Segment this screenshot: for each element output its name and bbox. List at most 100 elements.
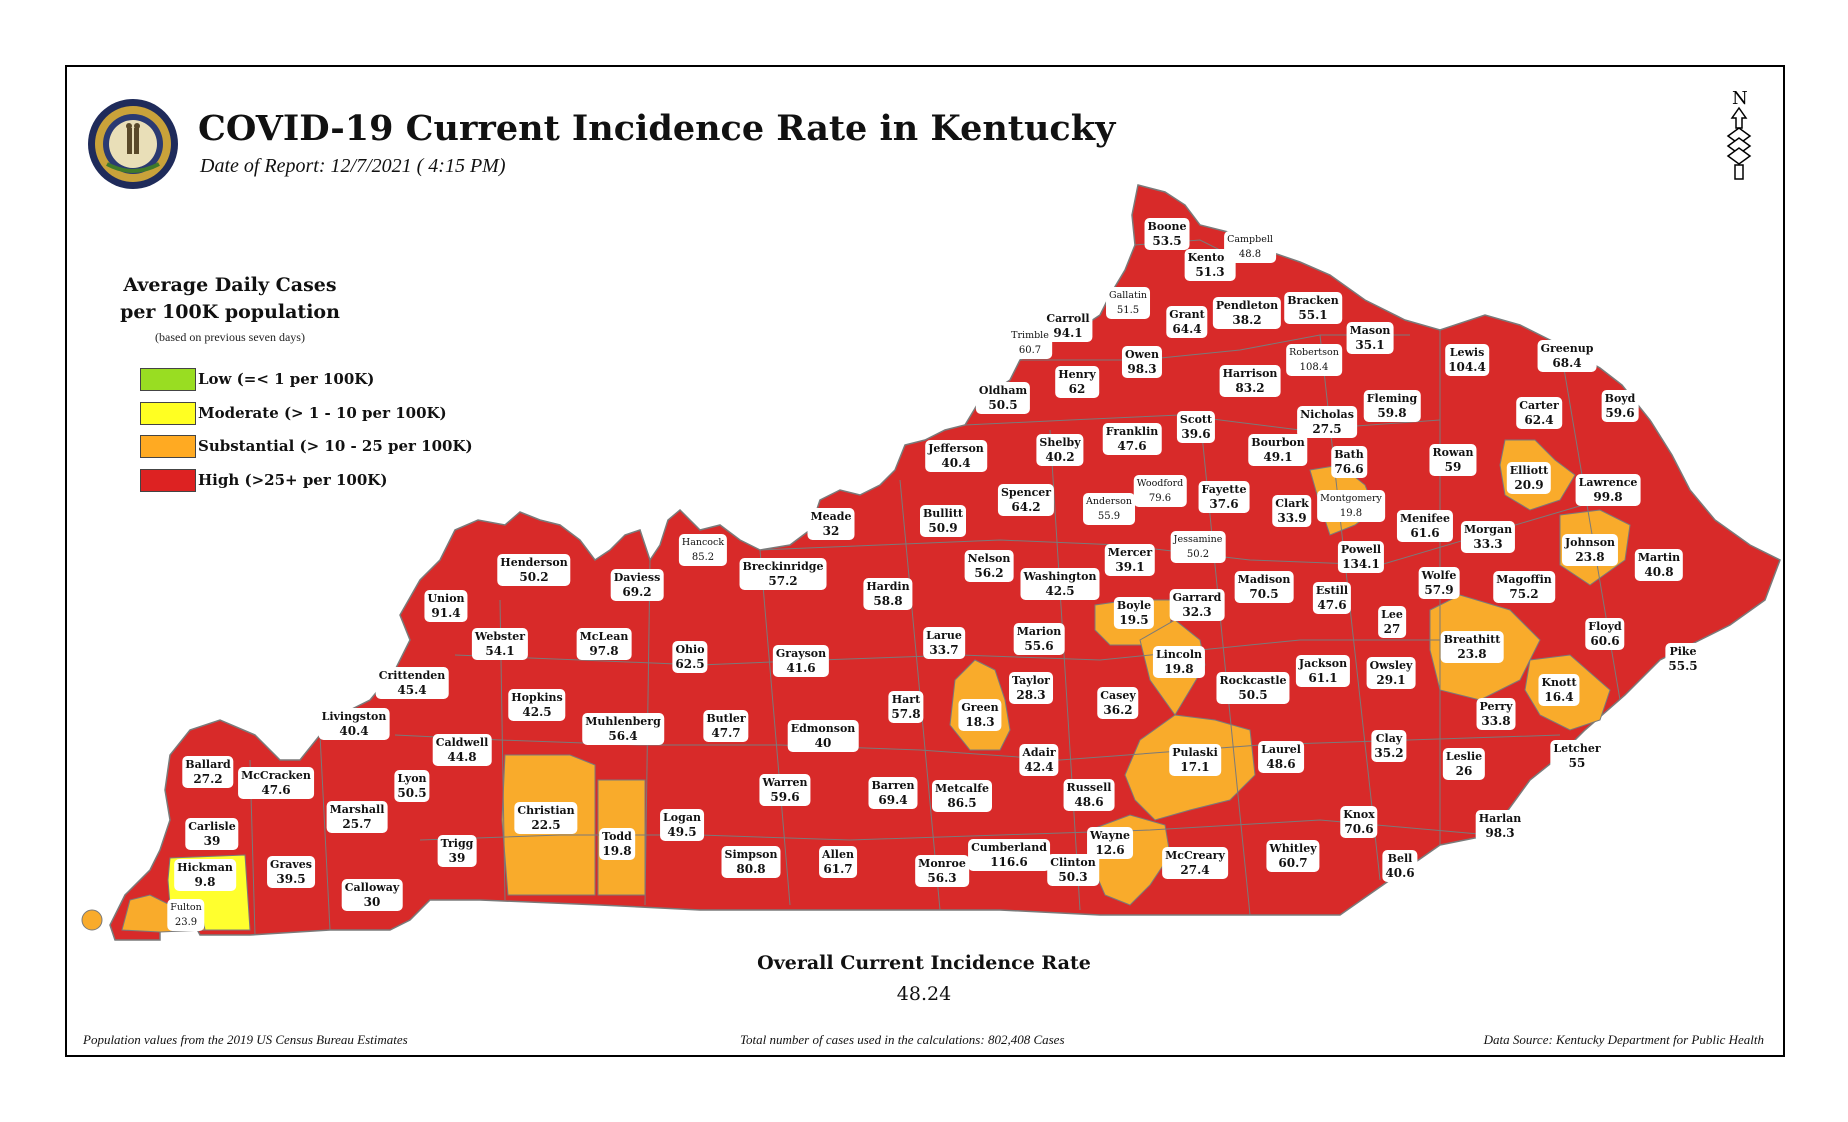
county-name: Perry bbox=[1479, 700, 1513, 713]
county-name: Owen bbox=[1124, 348, 1160, 361]
county-label-clay: Clay 35.2 bbox=[1371, 730, 1407, 762]
county-label-laurel: Laurel 48.6 bbox=[1258, 741, 1304, 773]
county-name: Hart bbox=[891, 693, 921, 706]
county-rate: 50.5 bbox=[1238, 688, 1268, 702]
county-rate: 59 bbox=[1444, 460, 1462, 474]
county-rate: 60.7 bbox=[1278, 856, 1308, 870]
county-name: Jessamine bbox=[1173, 534, 1223, 545]
county-name: Pendleton bbox=[1215, 299, 1279, 312]
county-label-ohio: Ohio 62.5 bbox=[672, 641, 708, 673]
county-name: Kenton bbox=[1187, 251, 1233, 264]
county-rate: 75.2 bbox=[1509, 587, 1539, 601]
county-label-meade: Meade 32 bbox=[807, 508, 855, 540]
county-label-gallatin: Gallatin 51.5 bbox=[1106, 287, 1150, 319]
county-name: Butler bbox=[706, 712, 746, 725]
county-name: Bracken bbox=[1287, 294, 1339, 307]
county-name: Larue bbox=[926, 629, 962, 642]
county-rate: 41.6 bbox=[786, 661, 816, 675]
county-rate: 99.8 bbox=[1593, 490, 1623, 504]
county-label-wolfe: Wolfe 57.9 bbox=[1418, 567, 1460, 599]
county-rate: 40.8 bbox=[1644, 565, 1674, 579]
county-label-edmonson: Edmonson 40 bbox=[787, 720, 859, 752]
county-name: Livingston bbox=[321, 710, 387, 723]
county-rate: 61.1 bbox=[1308, 671, 1338, 685]
county-rate: 58.8 bbox=[873, 594, 903, 608]
county-name: Shelby bbox=[1039, 436, 1081, 449]
county-name: Menifee bbox=[1399, 512, 1451, 525]
county-label-taylor: Taylor 28.3 bbox=[1009, 672, 1053, 704]
county-label-menifee: Menifee 61.6 bbox=[1396, 510, 1454, 542]
county-rate: 42.5 bbox=[1045, 584, 1075, 598]
county-name: Robertson bbox=[1289, 347, 1339, 358]
county-name: Marshall bbox=[329, 803, 385, 816]
county-label-rockcastle: Rockcastle 50.5 bbox=[1216, 672, 1290, 704]
county-rate: 64.4 bbox=[1172, 322, 1202, 336]
county-name: Bath bbox=[1334, 448, 1364, 461]
county-rate: 48.8 bbox=[1238, 249, 1262, 260]
county-label-owen: Owen 98.3 bbox=[1121, 346, 1163, 378]
county-label-fulton: Fulton 23.9 bbox=[167, 899, 205, 931]
county-label-bath: Bath 76.6 bbox=[1331, 446, 1367, 478]
county-rate: 27.4 bbox=[1180, 863, 1210, 877]
county-label-mclean: McLean 97.8 bbox=[576, 628, 632, 660]
county-label-simpson: Simpson 80.8 bbox=[721, 846, 781, 878]
county-rate: 39 bbox=[448, 851, 466, 865]
county-rate: 91.4 bbox=[431, 606, 461, 620]
county-label-allen: Allen 61.7 bbox=[819, 846, 857, 878]
county-rate: 23.8 bbox=[1457, 647, 1487, 661]
county-name: Lewis bbox=[1449, 346, 1485, 359]
county-rate: 49.1 bbox=[1263, 450, 1293, 464]
county-rate: 50.3 bbox=[1058, 870, 1088, 884]
county-rate: 51.3 bbox=[1195, 265, 1225, 279]
county-rate: 16.4 bbox=[1544, 690, 1574, 704]
county-label-knott: Knott 16.4 bbox=[1538, 674, 1580, 706]
county-label-ballard: Ballard 27.2 bbox=[182, 756, 234, 788]
kentucky-state-shape bbox=[109, 184, 1781, 941]
county-rate: 36.2 bbox=[1103, 703, 1133, 717]
county-rate: 40.4 bbox=[339, 724, 369, 738]
county-label-clinton: Clinton 50.3 bbox=[1047, 854, 1099, 886]
county-name: Nelson bbox=[967, 552, 1011, 565]
county-label-harlan: Harlan 98.3 bbox=[1475, 810, 1525, 842]
county-name: Monroe bbox=[918, 857, 966, 870]
county-name: Carroll bbox=[1046, 312, 1090, 325]
county-rate: 55.6 bbox=[1024, 639, 1054, 653]
county-rate: 62 bbox=[1068, 382, 1086, 396]
county-rate: 26 bbox=[1455, 764, 1473, 778]
county-name: Boone bbox=[1147, 220, 1187, 233]
county-rate: 61.7 bbox=[823, 862, 853, 876]
county-name: Knott bbox=[1541, 676, 1577, 689]
county-shape-fulton-exclave bbox=[81, 909, 103, 931]
county-name: Grayson bbox=[775, 647, 827, 660]
county-name: Adair bbox=[1022, 746, 1056, 759]
county-label-shelby: Shelby 40.2 bbox=[1036, 434, 1084, 466]
county-name: Henderson bbox=[500, 556, 568, 569]
county-rate: 33.3 bbox=[1473, 537, 1503, 551]
county-rate: 97.8 bbox=[589, 644, 619, 658]
county-label-mccracken: McCracken 47.6 bbox=[238, 767, 314, 799]
county-label-henderson: Henderson 50.2 bbox=[497, 554, 571, 586]
county-label-scott: Scott 39.6 bbox=[1176, 411, 1216, 443]
county-rate: 19.8 bbox=[1164, 662, 1194, 676]
county-name: Clark bbox=[1275, 497, 1309, 510]
county-name: Todd bbox=[602, 830, 632, 843]
county-rate: 134.1 bbox=[1342, 557, 1380, 571]
legend-swatch-high bbox=[140, 469, 196, 492]
county-rate: 47.7 bbox=[711, 726, 741, 740]
county-label-boyle: Boyle 19.5 bbox=[1113, 597, 1155, 629]
county-rate: 55.9 bbox=[1097, 511, 1121, 522]
county-label-adair: Adair 42.4 bbox=[1019, 744, 1059, 776]
county-name: Leslie bbox=[1445, 750, 1483, 763]
county-name: Webster bbox=[474, 630, 526, 643]
county-label-marion: Marion 55.6 bbox=[1013, 623, 1065, 655]
county-name: Lincoln bbox=[1155, 648, 1203, 661]
county-rate: 76.6 bbox=[1334, 462, 1364, 476]
county-label-metcalfe: Metcalfe 86.5 bbox=[932, 780, 992, 812]
county-name: Graves bbox=[270, 858, 312, 871]
county-label-lincoln: Lincoln 19.8 bbox=[1152, 646, 1206, 678]
kentucky-seal-icon bbox=[88, 99, 178, 189]
county-name: Hopkins bbox=[511, 691, 563, 704]
county-label-hickman: Hickman 9.8 bbox=[174, 859, 236, 891]
county-label-warren: Warren 59.6 bbox=[759, 774, 811, 806]
county-rate: 55.1 bbox=[1298, 308, 1328, 322]
